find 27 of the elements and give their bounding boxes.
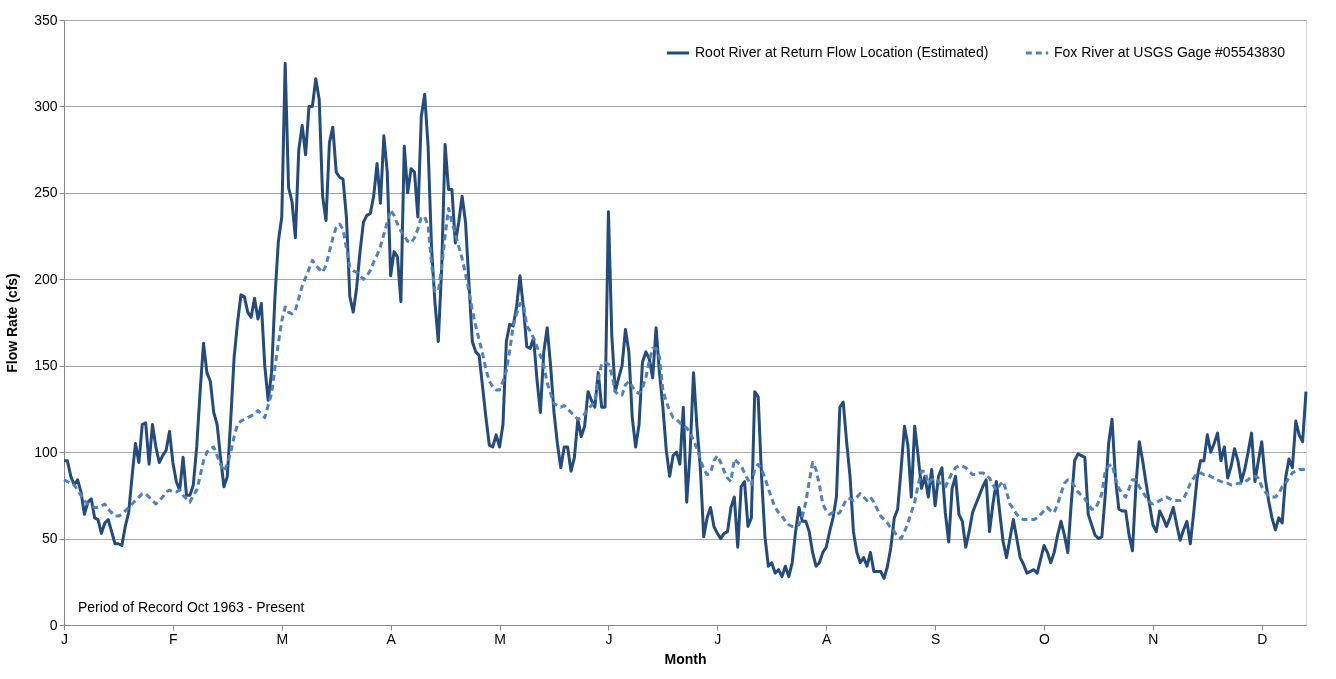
y-tick-label: 200 bbox=[34, 270, 58, 287]
x-tick-label: O bbox=[1039, 630, 1051, 647]
x-tick-label: A bbox=[822, 630, 833, 647]
y-tick-label: 0 bbox=[49, 616, 58, 633]
x-tick-label: M bbox=[276, 630, 289, 647]
x-axis-title: Month bbox=[664, 650, 707, 667]
annotation: Period of Record Oct 1963 - Present bbox=[78, 599, 305, 615]
x-tick-label: N bbox=[1148, 630, 1159, 647]
y-tick-label: 100 bbox=[34, 443, 58, 460]
y-tick-label: 50 bbox=[41, 530, 58, 547]
line-series bbox=[62, 206, 1308, 541]
x-tick-label: F bbox=[169, 630, 178, 647]
x-tick-label: A bbox=[386, 630, 397, 647]
legend-label: Root River at Return Flow Location (Estimated) bbox=[695, 44, 989, 60]
y-tick-label: 250 bbox=[34, 184, 58, 201]
x-tick-label: J bbox=[714, 630, 722, 647]
x-tick-label: M bbox=[494, 630, 506, 647]
line-series bbox=[62, 61, 1308, 580]
x-tick-label: J bbox=[61, 630, 68, 647]
y-axis-title: Flow Rate (cfs) bbox=[4, 273, 21, 373]
y-tick-label: 300 bbox=[34, 97, 58, 114]
y-tick-label: 350 bbox=[34, 11, 58, 28]
x-tick-label: J bbox=[605, 630, 613, 647]
x-tick-label: S bbox=[930, 630, 941, 647]
y-tick-label: 150 bbox=[34, 357, 58, 374]
x-tick-label: D bbox=[1257, 630, 1268, 647]
legend-label: Fox River at USGS Gage #05543830 bbox=[1054, 44, 1286, 60]
